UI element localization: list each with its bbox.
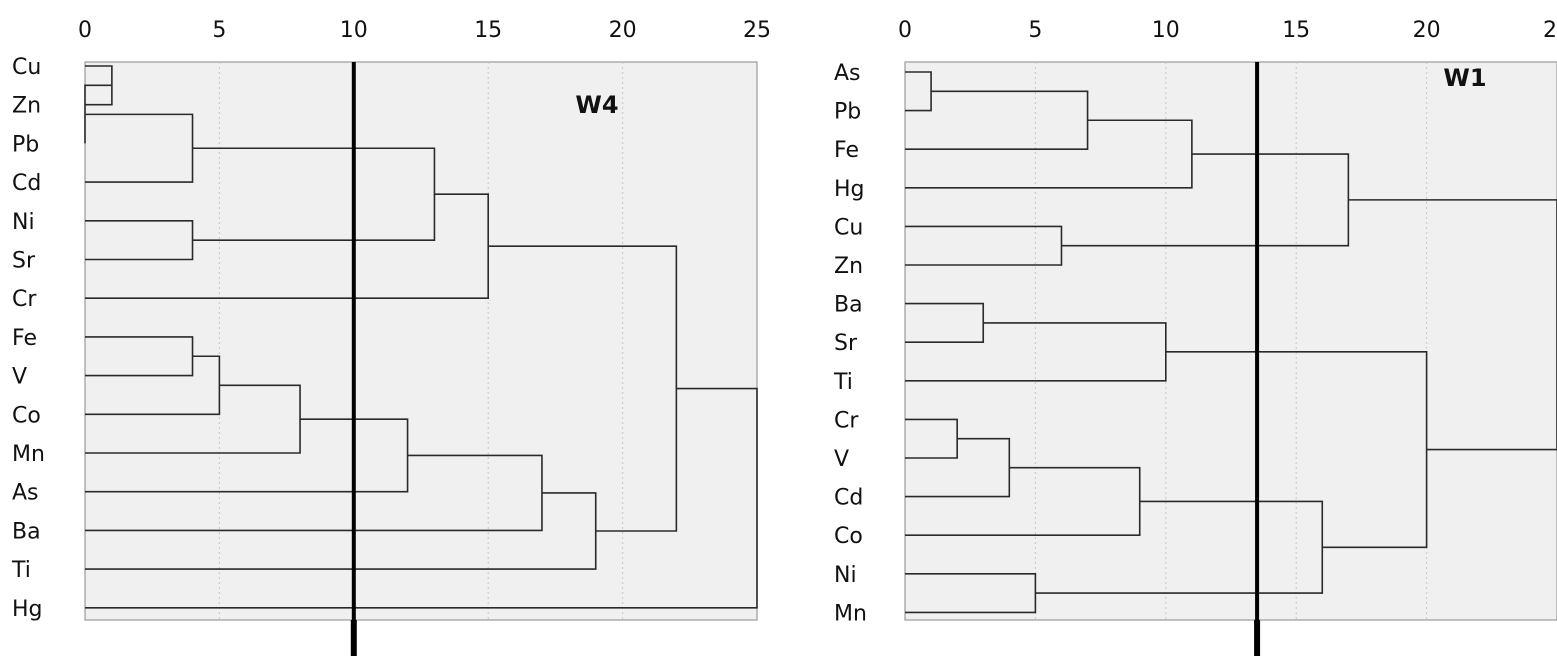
leaf-label: Hg <box>12 597 43 622</box>
leaf-label: Zn <box>834 254 863 279</box>
panel-label: W4 <box>575 91 618 119</box>
leaf-label: Ni <box>12 210 35 235</box>
dendrogram-links <box>905 71 1557 614</box>
leaf-label: As <box>12 481 39 506</box>
leaf-label: Cd <box>12 171 41 196</box>
plot-area <box>84 61 758 621</box>
leaf-label: Co <box>834 524 863 549</box>
x-tick-label: 5 <box>212 18 226 43</box>
dendrogram-panel-w4: 0 5 10 15 20 25 Cu Zn Pb Cd Ni Sr Cr Fe V Co Mn As Ba Ti Hg W… <box>11 18 771 656</box>
leaf-label: Pb <box>12 132 39 157</box>
leaf-label: Fe <box>834 138 859 163</box>
x-tick-label: 0 <box>898 18 912 43</box>
leaf-label: Cu <box>834 215 863 240</box>
leaf-label: Fe <box>12 326 37 351</box>
leaf-label: As <box>834 61 861 86</box>
dendrogram-link <box>84 84 112 144</box>
dendrogram-link <box>85 387 758 609</box>
leaf-label: Hg <box>834 177 865 202</box>
leaf-label: Ba <box>12 519 41 544</box>
x-tick-label: 20 <box>1413 18 1441 43</box>
plot-area <box>904 61 1557 621</box>
x-tick-label: 20 <box>609 18 637 43</box>
leaf-label: V <box>834 447 849 472</box>
x-tick-label: 25 <box>1543 18 1557 43</box>
leaf-label: Ti <box>11 558 31 583</box>
dendrogram-link <box>1348 199 1557 451</box>
leaf-label: Ba <box>834 293 863 318</box>
leaf-label: Sr <box>834 331 858 356</box>
leaf-label: Mn <box>12 442 45 467</box>
x-tick-label: 5 <box>1028 18 1042 43</box>
dendrogram-links <box>84 65 758 609</box>
leaf-label: Cr <box>12 287 37 312</box>
leaf-label: Co <box>12 403 41 428</box>
leaf-label: Ni <box>834 563 857 588</box>
x-tick-label: 10 <box>1152 18 1180 43</box>
leaf-label: Cd <box>834 486 863 511</box>
x-tick-label: 15 <box>1282 18 1310 43</box>
x-tick-label: 15 <box>474 18 502 43</box>
leaf-label: Zn <box>12 94 41 119</box>
dendrogram-panel-w1: 0 5 10 15 20 25 As Pb Fe Hg Cu Zn Ba Sr Ti Cr V Cd Co Ni Mn W… <box>833 18 1557 656</box>
leaf-label: Ti <box>833 370 853 395</box>
leaf-label: V <box>12 365 27 390</box>
x-tick-label: 10 <box>340 18 368 43</box>
leaf-label: Pb <box>834 100 861 125</box>
x-tick-label: 0 <box>78 18 92 43</box>
x-tick-label: 25 <box>743 18 771 43</box>
panel-label: W1 <box>1443 64 1486 92</box>
leaf-label: Sr <box>12 249 36 274</box>
leaf-label: Cr <box>834 408 859 433</box>
leaf-label: Cu <box>12 55 41 80</box>
leaf-label: Mn <box>834 601 867 626</box>
